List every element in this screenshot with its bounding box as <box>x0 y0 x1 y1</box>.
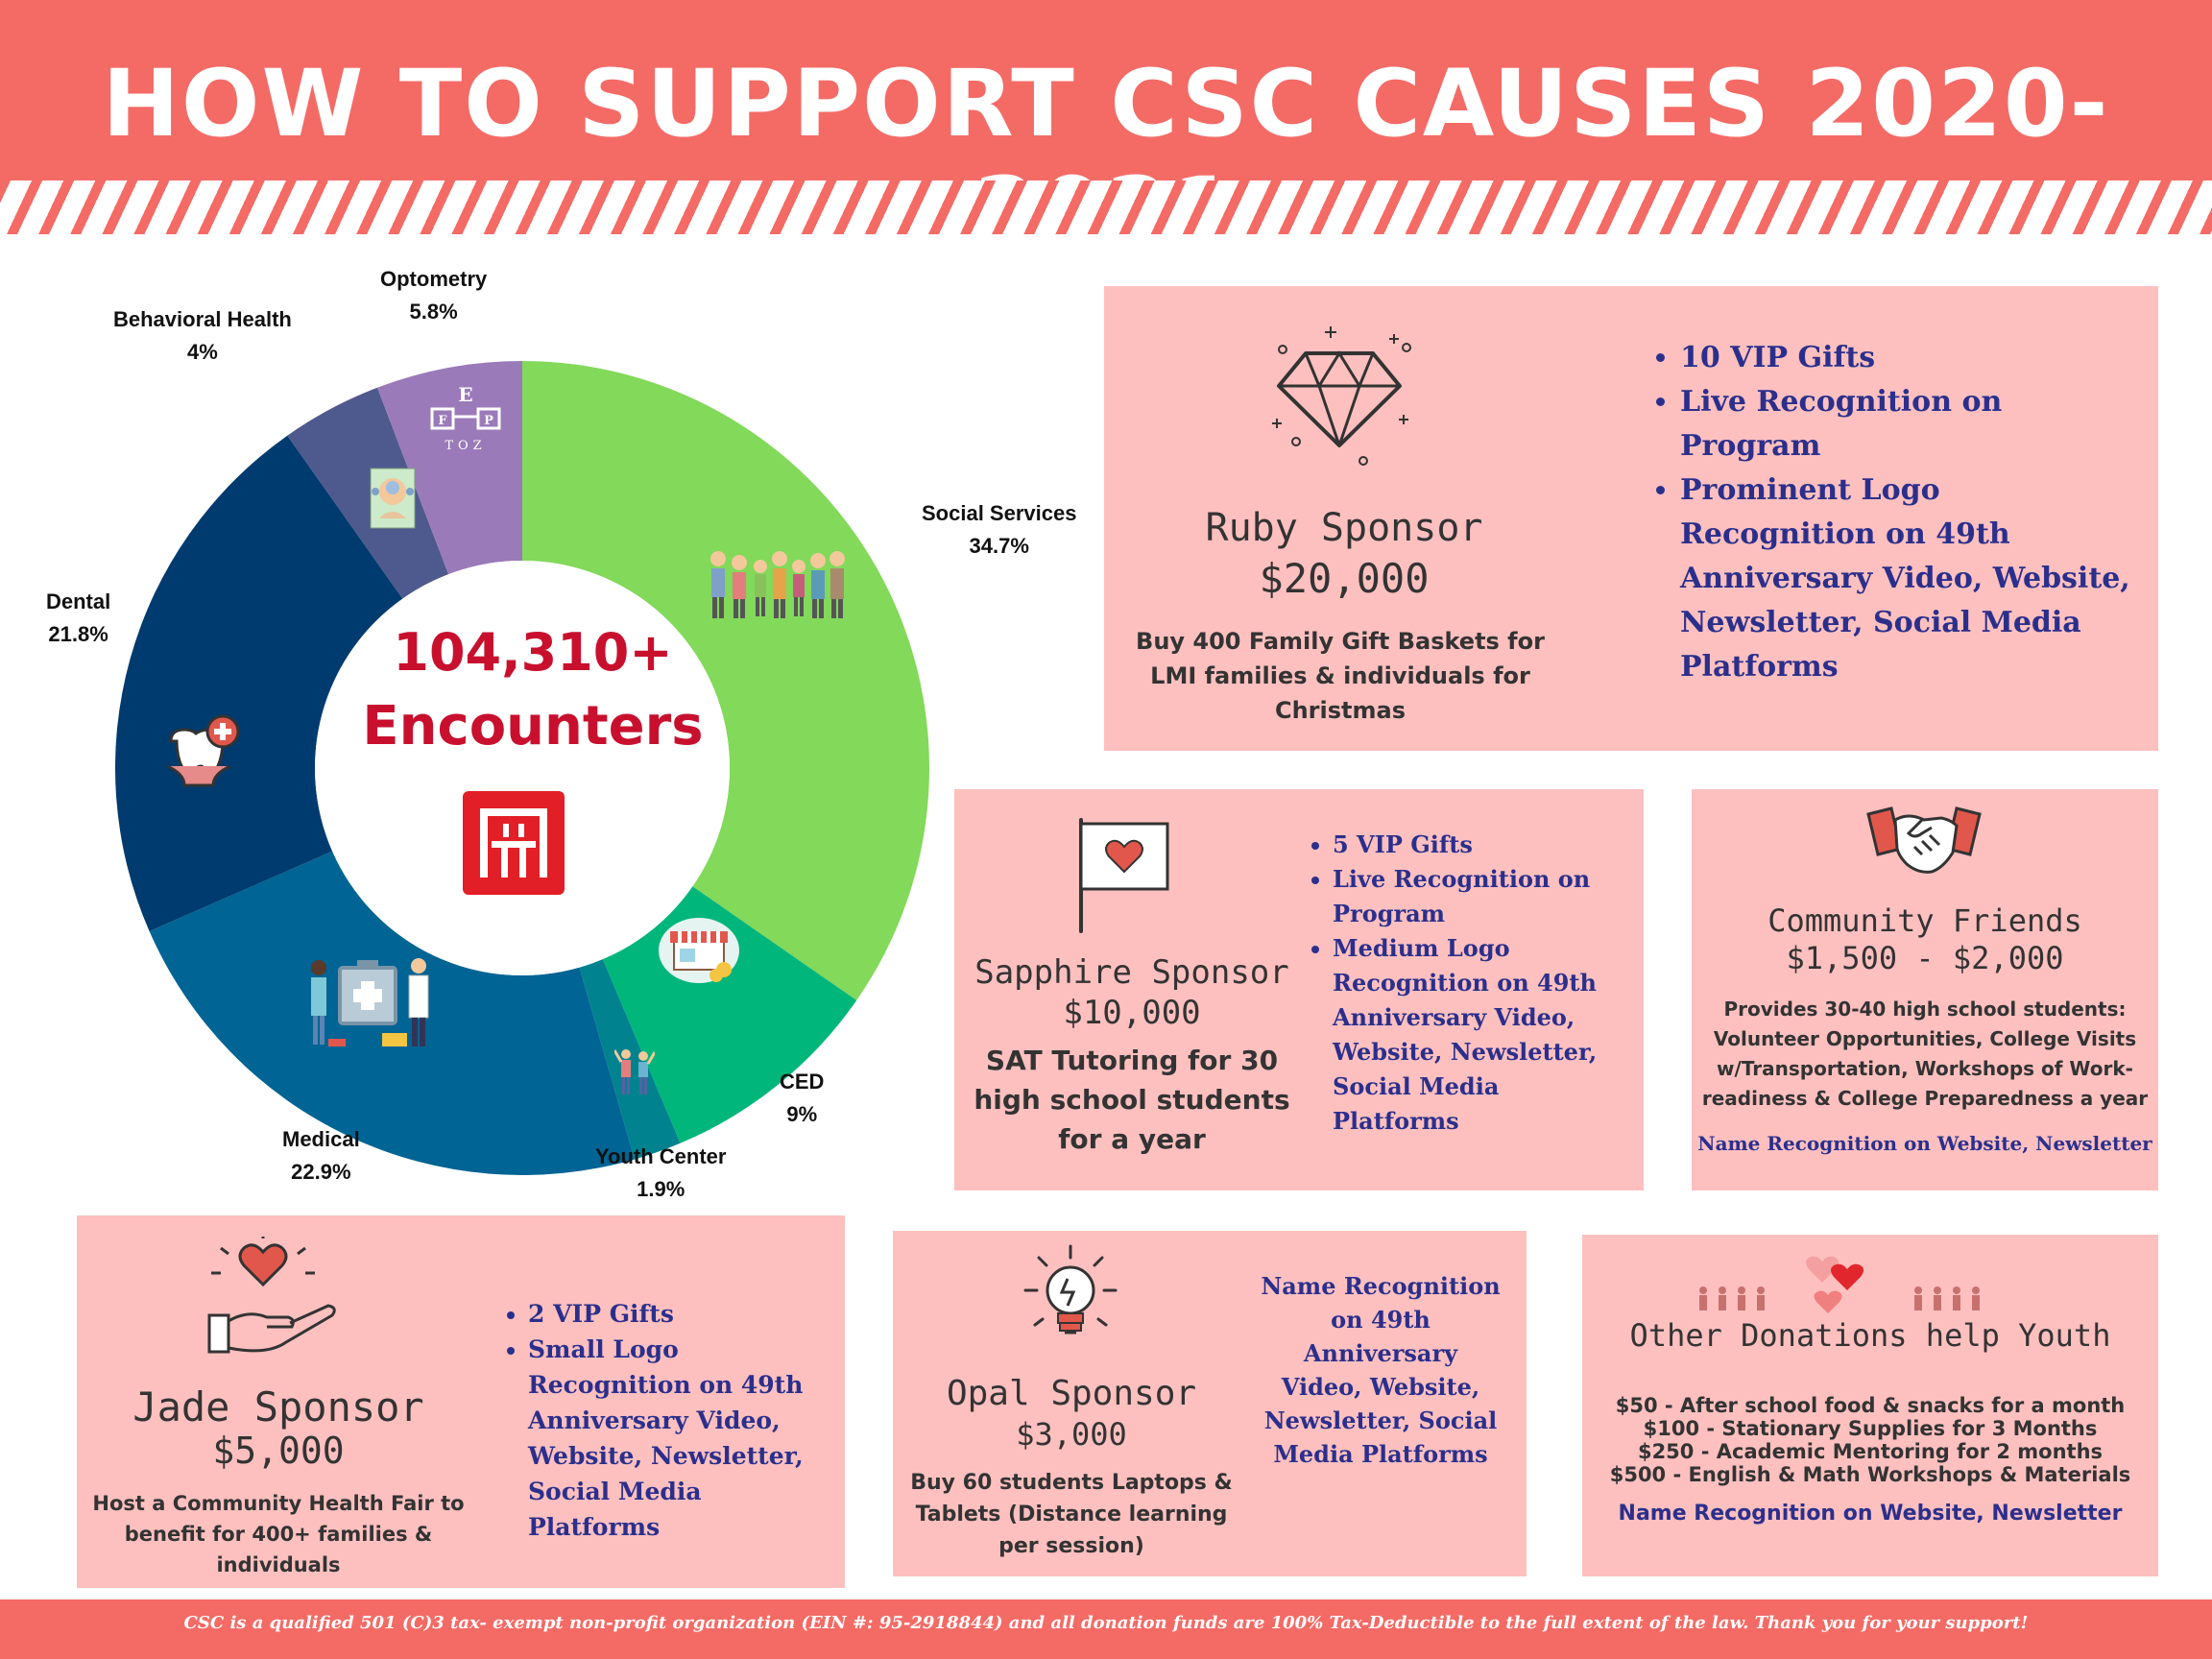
jade-sponsor-card: Jade Sponsor $5,000 Host a Community Hea… <box>77 1215 845 1588</box>
hearts-icon <box>1803 1254 1870 1325</box>
benefit-item: Small Logo Recognition on 49th Anniversa… <box>528 1332 816 1545</box>
opal-sponsor-card: Opal Sponsor $3,000 Buy 60 students Lapt… <box>893 1231 1527 1576</box>
ruby-title: Ruby Sponsor <box>1205 506 1483 550</box>
donut-svg <box>114 361 929 1175</box>
slice-label-optometry: Optometry 5.8% <box>380 267 488 324</box>
heart-flag-icon <box>1073 816 1169 939</box>
svg-text:F: F <box>438 414 447 428</box>
opal-note: Name Recognition on 49th Anniversary Video,… <box>1261 1272 1501 1468</box>
donation-item: $100 - Stationary Supplies for 3 Months <box>1643 1417 2098 1440</box>
encounters-count: 104,310+ <box>393 622 673 683</box>
opal-title: Opal Sponsor <box>946 1374 1197 1413</box>
other-donations-card: Other Donations help Youth $50 - After s… <box>1582 1235 2158 1576</box>
ruby-price: $20,000 <box>1259 555 1430 602</box>
sapphire-price: $10,000 <box>1063 994 1201 1032</box>
slice-label-medical: Medical 22.9% <box>282 1127 360 1184</box>
people-icon <box>1911 1285 1987 1317</box>
donut-slice-optometry <box>377 361 522 575</box>
people-icon <box>1695 1285 1772 1317</box>
benefit-item: 5 VIP Gifts <box>1333 828 1621 862</box>
donation-item: $500 - English & Math Workshops & Materi… <box>1609 1463 2131 1486</box>
ruby-description: Buy 400 Family Gift Baskets for LMI famil… <box>1136 628 1545 724</box>
handshake-icon <box>1864 803 1984 887</box>
jade-benefits: 2 VIP Gifts Small Logo Recognition on 49… <box>499 1296 816 1545</box>
lightbulb-icon <box>1010 1244 1131 1356</box>
jade-price: $5,000 <box>212 1430 345 1472</box>
benefit-item: 10 VIP Gifts <box>1680 336 2141 380</box>
sapphire-benefits: 5 VIP Gifts Live Recognition on Program … <box>1304 828 1621 1139</box>
slice-label-dental: Dental 21.8% <box>46 589 111 646</box>
donut-slice-social-services <box>522 361 929 1000</box>
benefit-item: Prominent Logo Recognition on 49th Anniv… <box>1680 469 2141 689</box>
donut-hole <box>315 561 730 975</box>
heart-hand-icon <box>207 1235 342 1363</box>
ruby-sponsor-card: Ruby Sponsor $20,000 Buy 400 Family Gift… <box>1104 286 2158 751</box>
other-note: Name Recognition on Website, Newsletter <box>1618 1502 2123 1526</box>
benefit-item: Live Recognition on Program <box>1680 380 2141 469</box>
community-title: Community Friends <box>1767 902 2082 939</box>
slice-label-ced: CED 9% <box>780 1070 825 1126</box>
footer-banner: CSC is a qualified 501 (C)3 tax- exempt … <box>0 1599 2212 1659</box>
diamond-icon <box>1258 315 1421 472</box>
community-friends-card: Community Friends $1,500 - $2,000 Provid… <box>1692 789 2158 1190</box>
community-note: Name Recognition on Website, Newsletter <box>1697 1132 2152 1155</box>
opal-price: $3,000 <box>1016 1416 1127 1453</box>
other-items: $50 - After school food & snacks for a m… <box>1582 1394 2158 1486</box>
community-price: $1,500 - $2,000 <box>1786 940 2064 976</box>
opal-description: Buy 60 students Laptops & Tablets (Distan… <box>910 1471 1233 1558</box>
svg-text:P: P <box>484 414 493 428</box>
footer-text: CSC is a qualified 501 (C)3 tax- exempt … <box>183 1613 2029 1633</box>
encounters-center: 104,310+ Encounters <box>317 614 749 762</box>
community-description: Provides 30-40 high school students: Volu… <box>1701 998 2149 1110</box>
jade-title: Jade Sponsor <box>132 1383 424 1431</box>
svg-text:E: E <box>458 383 472 406</box>
sapphire-sponsor-card: Sapphire Sponsor $10,000 SAT Tutoring fo… <box>954 789 1644 1190</box>
sapphire-title: Sapphire Sponsor <box>974 953 1289 992</box>
header-banner: HOW TO SUPPORT CSC CAUSES 2020-2021 <box>0 0 2212 265</box>
donation-item: $250 - Academic Mentoring for 2 months <box>1637 1440 2104 1463</box>
ruby-benefits: 10 VIP Gifts Live Recognition on Program… <box>1647 336 2141 689</box>
donut-slice-youth-center <box>579 959 681 1160</box>
donut-slice-behavioral-health <box>287 387 449 599</box>
benefit-item: 2 VIP Gifts <box>528 1296 816 1332</box>
csc-logo-icon <box>463 791 565 895</box>
sapphire-description: SAT Tutoring for 30 high school students f… <box>974 1045 1290 1155</box>
encounters-label: Encounters <box>362 695 704 757</box>
other-title: Other Donations help Youth <box>1629 1317 2111 1354</box>
benefit-item: Medium Logo Recognition on 49th Annivers… <box>1333 931 1621 1139</box>
slice-label-youth-center: Youth Center 1.9% <box>595 1144 727 1201</box>
jade-description: Host a Community Health Fair to benefit f… <box>92 1492 465 1576</box>
svg-text:TOZ: TOZ <box>445 439 486 453</box>
donation-item: $50 - After school food & snacks for a m… <box>1615 1394 2126 1417</box>
donut-chart: Social Services 34.7% CED 9% Youth Center 1… <box>0 240 1104 1210</box>
donut-slice-dental <box>114 435 403 932</box>
stripe-divider <box>0 180 2212 234</box>
benefit-item: Live Recognition on Program <box>1333 862 1621 931</box>
slice-label-behavioral-health: Behavioral Health 4% <box>113 307 292 364</box>
slice-label-social-services: Social Services 34.7% <box>922 501 1077 558</box>
